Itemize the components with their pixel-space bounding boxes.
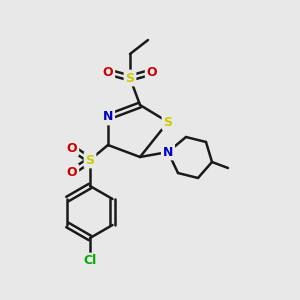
Text: Cl: Cl xyxy=(83,254,97,268)
Text: O: O xyxy=(103,65,113,79)
Text: N: N xyxy=(163,146,173,158)
Text: S: S xyxy=(85,154,94,166)
Text: O: O xyxy=(67,142,77,154)
Text: O: O xyxy=(67,166,77,178)
Text: S: S xyxy=(125,71,134,85)
Text: N: N xyxy=(103,110,113,124)
Text: O: O xyxy=(147,65,157,79)
Text: S: S xyxy=(164,116,172,128)
